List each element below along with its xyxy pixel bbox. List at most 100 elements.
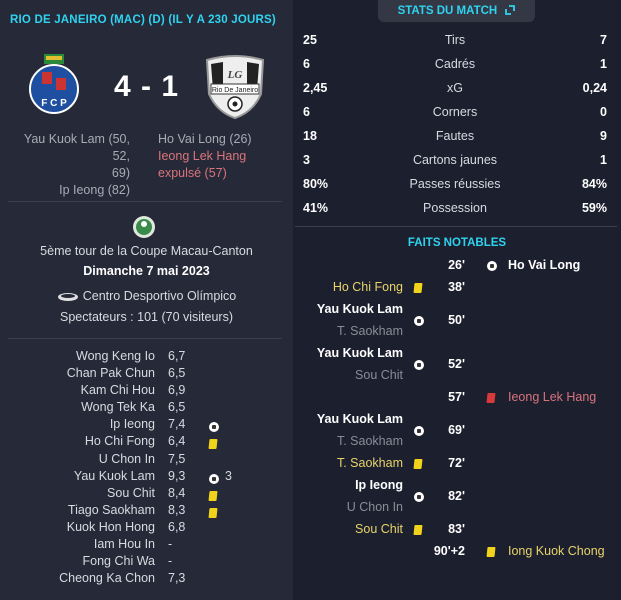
player-rating: - xyxy=(168,537,173,552)
event-home-side: Sou Chit xyxy=(355,518,403,540)
player-row[interactable]: Wong Keng Io 6,7 xyxy=(0,348,293,365)
stat-away-value: 84% xyxy=(581,177,607,191)
player-row[interactable]: Wong Tek Ka 6,5 xyxy=(0,399,293,416)
stat-row: 80% Passes réussies 84% xyxy=(303,172,607,196)
player-name[interactable]: Kuok Hon Hong xyxy=(66,519,155,534)
event-assist[interactable]: T. Saokham xyxy=(336,434,403,448)
player-name[interactable]: Kam Chi Hou xyxy=(80,383,155,398)
home-scorers: Yau Kuok Lam (50, 52, 69) Ip Ieong (82) xyxy=(10,131,130,199)
player-row[interactable]: Sou Chit 8,4 xyxy=(0,485,293,502)
player-row[interactable]: Kam Chi Hou 6,9 xyxy=(0,382,293,399)
player-name[interactable]: Cheong Ka Chon xyxy=(59,571,155,586)
event-player[interactable]: Ho Vai Long xyxy=(508,258,581,272)
event-icon xyxy=(486,392,496,406)
stat-away-value: 1 xyxy=(600,57,607,71)
home-scorer-line: Yau Kuok Lam (50, 52, xyxy=(23,132,130,163)
player-name[interactable]: Iam Hou In xyxy=(93,537,155,552)
stadium-icon xyxy=(57,292,78,301)
event-player[interactable]: Ho Chi Fong xyxy=(332,280,403,294)
home-team-crest[interactable]: F C P xyxy=(28,52,80,114)
event-minute: 82' xyxy=(448,489,465,503)
event-icon xyxy=(414,425,424,439)
event-icon xyxy=(486,546,496,560)
player-name[interactable]: Wong Tek Ka xyxy=(81,400,155,415)
player-name[interactable]: Yau Kuok Lam xyxy=(73,468,155,483)
stat-home-value: 6 xyxy=(303,57,310,71)
away-scorers: Ho Vai Long (26) Ieong Lek Hang expulsé … xyxy=(158,131,288,182)
match-header: RIO DE JANEIRO (MAC) (D) (IL Y A 230 JOU… xyxy=(10,14,276,26)
stat-away-value: 59% xyxy=(581,201,607,215)
player-event-icon xyxy=(209,472,219,489)
home-scorer-line: Ip Ieong (82) xyxy=(59,183,130,197)
player-row[interactable]: Ho Chi Fong 6,4 xyxy=(0,433,293,450)
away-sent-off-line: expulsé (57) xyxy=(158,166,227,180)
away-sent-off-line: Ieong Lek Hang xyxy=(158,149,247,163)
stat-row: 6 Corners 0 xyxy=(303,100,607,124)
player-rating: 9,3 xyxy=(168,468,186,483)
player-rating: 6,5 xyxy=(168,366,186,381)
event-player[interactable]: Ip Ieong xyxy=(355,478,403,492)
stat-away-value: 0,24 xyxy=(582,81,607,95)
stat-label: Possession xyxy=(423,201,487,215)
player-name[interactable]: Ip Ieong xyxy=(109,417,155,432)
stat-row: 41% Possession 59% xyxy=(303,196,607,220)
player-row[interactable]: Tiago Saokham 8,3 xyxy=(0,502,293,519)
event-row: Yau Kuok Lam T. Saokham 69' xyxy=(293,408,621,452)
player-rating: 8,3 xyxy=(168,502,186,517)
competition-logo[interactable] xyxy=(132,215,156,239)
event-home-side: T. Saokham xyxy=(337,452,403,474)
event-assist[interactable]: T. Saokham xyxy=(336,324,403,338)
competition-name[interactable]: 5ème tour de la Coupe Macau-Canton xyxy=(40,244,253,258)
event-player[interactable]: Ieong Lek Hang xyxy=(508,390,597,404)
event-player[interactable]: T. Saokham xyxy=(336,456,403,470)
svg-text:LG: LG xyxy=(227,69,243,81)
stat-home-value: 6 xyxy=(303,105,310,119)
player-row[interactable]: Yau Kuok Lam 9,3 3 xyxy=(0,468,293,485)
player-row[interactable]: Chan Pak Chun 6,5 xyxy=(0,365,293,382)
event-player[interactable]: Yau Kuok Lam xyxy=(316,302,403,316)
stat-home-value: 3 xyxy=(303,153,310,167)
stat-home-value: 18 xyxy=(303,129,317,143)
event-player[interactable]: Sou Chit xyxy=(355,522,403,536)
home-score: 4 xyxy=(113,70,132,103)
player-rating: 6,7 xyxy=(168,349,186,363)
event-player[interactable]: Yau Kuok Lam xyxy=(316,346,403,360)
event-assist[interactable]: U Chon In xyxy=(346,500,403,514)
stat-away-value: 0 xyxy=(600,105,607,119)
player-rating: 7,5 xyxy=(168,451,186,466)
stat-away-value: 7 xyxy=(600,33,607,47)
goal-icon xyxy=(209,422,219,433)
player-row[interactable]: Fong Chi Wa - xyxy=(0,553,293,570)
event-row: Yau Kuok Lam Sou Chit 52' xyxy=(293,342,621,386)
event-minute: 69' xyxy=(448,423,465,437)
away-team-crest[interactable]: LG Rio De Janeiro xyxy=(203,54,267,120)
player-row[interactable]: Iam Hou In - xyxy=(0,536,293,553)
event-player[interactable]: Yau Kuok Lam xyxy=(316,412,403,426)
event-home-side: Yau Kuok Lam T. Saokham xyxy=(317,408,403,452)
player-name[interactable]: Ho Chi Fong xyxy=(84,434,155,449)
event-row: Ho Vai Long 26' xyxy=(293,254,621,276)
goal-icon xyxy=(414,492,424,502)
yellow-card-icon xyxy=(208,490,218,501)
stats-tab[interactable]: STATS DU MATCH xyxy=(378,0,535,22)
player-name[interactable]: Sou Chit xyxy=(107,485,155,500)
expand-icon[interactable] xyxy=(505,5,516,15)
stat-home-value: 2,45 xyxy=(303,81,328,95)
goal-count: 3 xyxy=(225,468,232,483)
player-row[interactable]: U Chon In 7,5 xyxy=(0,451,293,468)
event-player[interactable]: Iong Kuok Chong xyxy=(508,544,605,558)
player-name[interactable]: Wong Keng Io xyxy=(76,349,155,363)
player-row[interactable]: Ip Ieong 7,4 xyxy=(0,416,293,433)
stadium: Centro Desportivo Olímpico xyxy=(0,289,293,303)
player-name[interactable]: Tiago Saokham xyxy=(67,502,155,517)
stat-away-value: 9 xyxy=(600,129,607,143)
player-name[interactable]: Chan Pak Chun xyxy=(66,366,155,381)
event-assist[interactable]: Sou Chit xyxy=(355,368,403,382)
player-name[interactable]: U Chon In xyxy=(98,451,155,466)
goal-icon xyxy=(414,426,424,436)
player-row[interactable]: Kuok Hon Hong 6,8 xyxy=(0,519,293,536)
player-row[interactable]: Cheong Ka Chon 7,3 xyxy=(0,570,293,587)
goal-icon xyxy=(209,473,219,484)
player-name[interactable]: Fong Chi Wa xyxy=(82,554,155,569)
player-rating: 6,4 xyxy=(168,434,186,449)
